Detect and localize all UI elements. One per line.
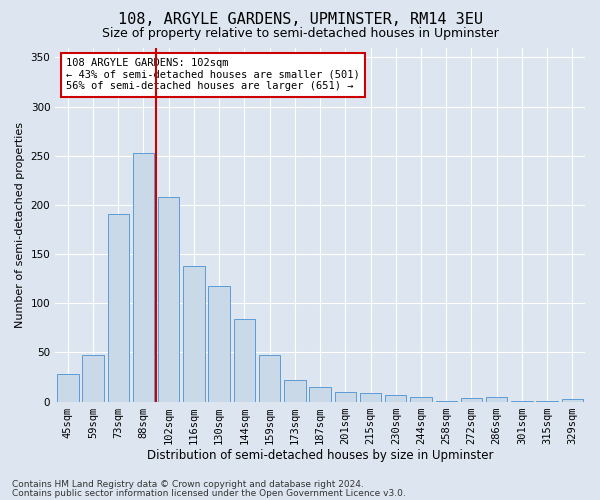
Bar	[57, 374, 79, 402]
Bar	[259, 356, 280, 402]
Text: Contains public sector information licensed under the Open Government Licence v3: Contains public sector information licen…	[12, 488, 406, 498]
X-axis label: Distribution of semi-detached houses by size in Upminster: Distribution of semi-detached houses by …	[147, 450, 493, 462]
Text: Contains HM Land Registry data © Crown copyright and database right 2024.: Contains HM Land Registry data © Crown c…	[12, 480, 364, 489]
Bar	[183, 266, 205, 402]
Y-axis label: Number of semi-detached properties: Number of semi-detached properties	[15, 122, 25, 328]
Bar	[82, 356, 104, 402]
Bar	[536, 400, 558, 402]
Bar	[233, 319, 255, 402]
Bar	[335, 392, 356, 402]
Bar	[158, 197, 179, 402]
Bar	[562, 398, 583, 402]
Bar	[461, 398, 482, 402]
Bar	[436, 400, 457, 402]
Text: Size of property relative to semi-detached houses in Upminster: Size of property relative to semi-detach…	[101, 28, 499, 40]
Bar	[410, 396, 432, 402]
Bar	[208, 286, 230, 402]
Bar	[486, 396, 508, 402]
Bar	[360, 392, 381, 402]
Bar	[133, 152, 154, 402]
Bar	[310, 387, 331, 402]
Bar	[385, 394, 406, 402]
Bar	[107, 214, 129, 402]
Bar	[284, 380, 305, 402]
Bar	[511, 400, 533, 402]
Text: 108, ARGYLE GARDENS, UPMINSTER, RM14 3EU: 108, ARGYLE GARDENS, UPMINSTER, RM14 3EU	[118, 12, 482, 28]
Text: 108 ARGYLE GARDENS: 102sqm
← 43% of semi-detached houses are smaller (501)
56% o: 108 ARGYLE GARDENS: 102sqm ← 43% of semi…	[66, 58, 359, 92]
